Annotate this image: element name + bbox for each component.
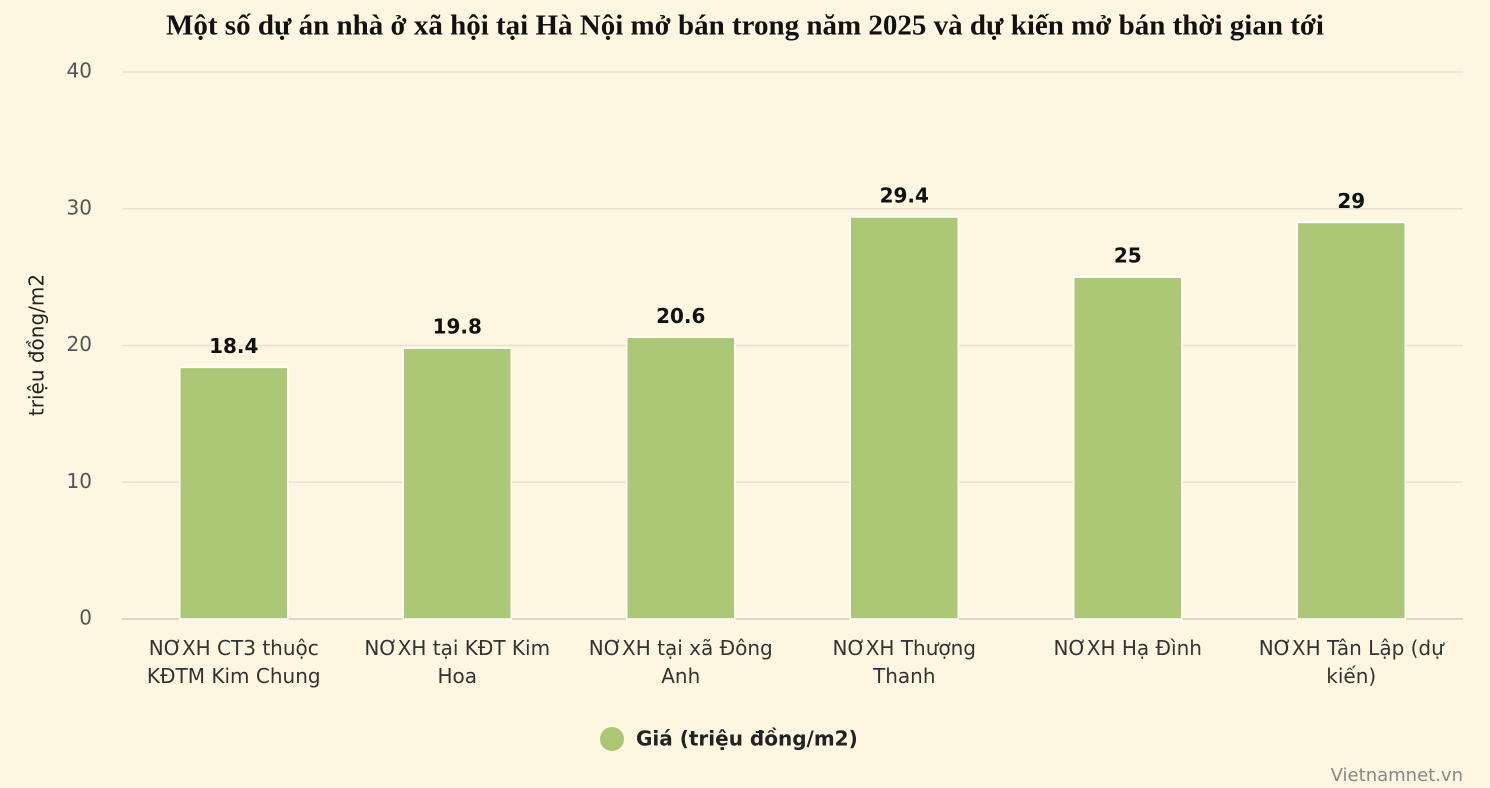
x-tick-label: NƠXH Thượng Thanh [832,636,977,688]
data-label: 29.4 [880,183,929,207]
bar [1073,276,1183,620]
data-label: 29 [1337,189,1365,213]
bar [849,216,959,620]
x-tick-label: NƠXH tại KĐT Kim Hoa [364,636,551,688]
bar [179,366,289,620]
y-axis-label: triệu đồng/m2 [25,274,49,416]
y-tick-label: 30 [67,195,92,219]
legend-label: Giá (triệu đồng/m2) [636,727,858,751]
data-label: 20.6 [656,304,705,328]
source: Vietnamnet.vn [1331,765,1463,786]
data-label: 19.8 [433,315,482,339]
bar [402,347,512,620]
x-tick-label: NƠXH Tân Lập (dự kiến) [1258,636,1444,688]
y-tick-label: 10 [67,469,92,493]
x-tick-label: NƠXH CT3 thuộc KĐTM Kim Chung [146,636,321,688]
x-tick-label: NƠXH tại xã Đông Anh [588,636,773,688]
data-label: 25 [1114,244,1142,268]
bar [626,336,736,620]
y-tick-label: 0 [79,606,92,630]
legend-marker [600,727,624,751]
x-tick-label: NƠXH Hạ Đình [1053,636,1202,660]
bar [1296,221,1406,620]
data-label: 18.4 [209,334,258,358]
chart-title: Một số dự án nhà ở xã hội tại Hà Nội mở … [166,10,1324,42]
y-tick-label: 40 [67,59,92,83]
y-tick-label: 20 [67,332,92,356]
